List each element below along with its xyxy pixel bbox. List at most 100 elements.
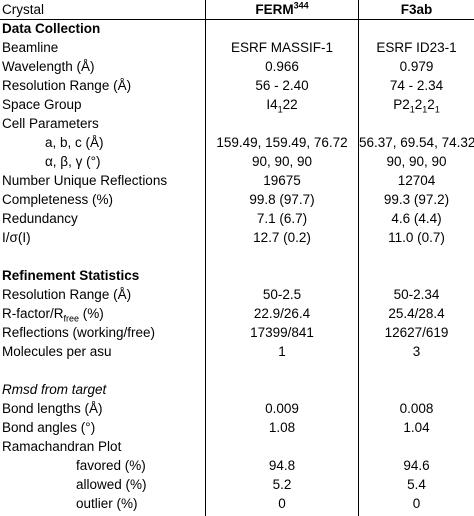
cell-text: 0 bbox=[278, 496, 286, 511]
column-divider bbox=[205, 0, 206, 516]
row-value: ESRF ID23-1 bbox=[359, 38, 474, 57]
cell-text: 159.49, 159.49, 76.72 bbox=[216, 135, 348, 150]
row-value: 17399/841 bbox=[206, 323, 358, 342]
cell-text: I4 bbox=[266, 97, 278, 112]
row-label: Bond angles (°) bbox=[2, 418, 202, 437]
table-row: Beamline ESRF MASSIF-1 ESRF ID23-1 bbox=[0, 38, 474, 57]
cell-text: outlier (%) bbox=[76, 496, 138, 511]
subscript: 1 bbox=[409, 104, 415, 115]
row-label: Rmsd from target bbox=[2, 380, 202, 399]
cell-text: 12.7 (0.2) bbox=[253, 230, 311, 245]
cell-text: ESRF MASSIF-1 bbox=[230, 40, 333, 55]
cell-text: 94.8 bbox=[268, 458, 296, 473]
cell-text: Crystal bbox=[2, 2, 45, 17]
row-value: 0.009 bbox=[206, 399, 358, 418]
row-label: Bond lengths (Å) bbox=[2, 399, 202, 418]
row-label: α, β, γ (°) bbox=[2, 152, 245, 171]
row-value: 99.3 (97.2) bbox=[359, 190, 474, 209]
row-value: P212121 bbox=[359, 95, 474, 114]
cell-text: 50-2.34 bbox=[393, 287, 440, 302]
column-divider bbox=[358, 0, 359, 516]
cell-text: 22 bbox=[282, 97, 298, 112]
cell-text: 22.9/26.4 bbox=[253, 306, 311, 321]
row-label: Reflections (working/free) bbox=[2, 323, 202, 342]
row-label: Number Unique Reflections bbox=[2, 171, 202, 190]
cell-text: ESRF ID23-1 bbox=[376, 40, 457, 55]
row-label: I/σ(I) bbox=[2, 228, 202, 247]
cell-text: Beamline bbox=[2, 40, 59, 55]
row-value: 22.9/26.4 bbox=[206, 304, 358, 323]
cell-text: FERM bbox=[255, 2, 294, 17]
subscript: 1 bbox=[434, 104, 440, 115]
cell-text: 11.0 (0.7) bbox=[388, 230, 445, 245]
cell-text: 5.2 bbox=[272, 477, 292, 492]
cell-text: 0.008 bbox=[399, 401, 434, 416]
cell-text: 3 bbox=[412, 344, 421, 359]
row-value: 25.4/28.4 bbox=[359, 304, 474, 323]
cell-text: Redundancy bbox=[2, 211, 78, 226]
cell-text: 2 bbox=[414, 97, 423, 112]
row-label: Space Group bbox=[2, 95, 202, 114]
table-row: Completeness (%) 99.8 (97.7) 99.3 (97.2) bbox=[0, 190, 474, 209]
cell-text: 94.6 bbox=[403, 458, 430, 473]
cell-text: 5.4 bbox=[407, 477, 426, 492]
cell-text: Cell Parameters bbox=[2, 116, 99, 131]
cell-text: 90, 90, 90 bbox=[251, 154, 313, 169]
cell-text: 0.009 bbox=[265, 401, 299, 416]
row-value: 0 bbox=[206, 494, 358, 513]
table-row: Molecules per asu 1 3 bbox=[0, 342, 474, 361]
row-value: 90, 90, 90 bbox=[206, 152, 358, 171]
table-row: I/σ(I) 12.7 (0.2) 11.0 (0.7) bbox=[0, 228, 474, 247]
table-row: Space Group I4 1 22 P212121 bbox=[0, 95, 474, 114]
cell-text: favored (%) bbox=[76, 458, 146, 473]
row-label: Resolution Range (Å) bbox=[2, 76, 202, 95]
row-label: Ramachandran Plot bbox=[2, 437, 202, 456]
header-cell: FERM344 bbox=[206, 0, 358, 19]
cell-text: Resolution Range (Å) bbox=[2, 78, 132, 93]
table-row: Refinement Statistics bbox=[0, 266, 474, 285]
row-value: 1.04 bbox=[359, 418, 474, 437]
row-label: Resolution Range (Å) bbox=[2, 285, 202, 304]
row-value: 19675 bbox=[206, 171, 358, 190]
row-value: 3 bbox=[359, 342, 474, 361]
cell-text: Rmsd from target bbox=[2, 382, 107, 397]
subscript: 1 bbox=[422, 104, 428, 115]
cell-text: F3ab bbox=[400, 2, 433, 17]
row-value: 94.6 bbox=[359, 456, 474, 475]
cell-text: 56.37, 69.54, 74.32 bbox=[359, 135, 474, 150]
cell-text: Bond angles (°) bbox=[2, 420, 96, 435]
row-value: 12704 bbox=[359, 171, 474, 190]
cell-text: 74 - 2.34 bbox=[389, 78, 444, 93]
cell-text: 1.08 bbox=[268, 420, 296, 435]
cell-text: 0.966 bbox=[265, 59, 299, 74]
table-row: favored (%) 94.8 94.6 bbox=[0, 456, 474, 475]
table-row: Bond lengths (Å) 0.009 0.008 bbox=[0, 399, 474, 418]
cell-text: Ramachandran Plot bbox=[2, 439, 122, 454]
row-label: Refinement Statistics bbox=[2, 266, 202, 285]
cell-text: Number Unique Reflections bbox=[2, 173, 168, 188]
header-cell: F3ab bbox=[359, 0, 474, 19]
header-rule bbox=[0, 19, 474, 20]
cell-text: I/σ(I) bbox=[2, 230, 31, 245]
row-label: Cell Parameters bbox=[2, 114, 202, 133]
row-label: Redundancy bbox=[2, 209, 202, 228]
row-value: 159.49, 159.49, 76.72 bbox=[206, 133, 358, 152]
cell-text: allowed (%) bbox=[76, 477, 147, 492]
row-value: 50-2.34 bbox=[359, 285, 474, 304]
table-row: allowed (%) 5.2 5.4 bbox=[0, 475, 474, 494]
row-label: Beamline bbox=[2, 38, 202, 57]
row-value: 12627/619 bbox=[359, 323, 474, 342]
row-value: 0 bbox=[359, 494, 474, 513]
table-row: α, β, γ (°) 90, 90, 90 90, 90, 90 bbox=[0, 152, 474, 171]
table-row: Data Collection bbox=[0, 19, 474, 38]
row-value: 0.008 bbox=[359, 399, 474, 418]
cell-text: P2 bbox=[393, 97, 410, 112]
table-row: Ramachandran Plot bbox=[0, 437, 474, 456]
cell-text: 56 - 2.40 bbox=[255, 78, 309, 93]
supscript: 344 bbox=[293, 0, 309, 11]
cell-text: a, b, c (Å) bbox=[45, 135, 104, 150]
row-value: 11.0 (0.7) bbox=[359, 228, 474, 247]
cell-text: (%) bbox=[79, 306, 104, 321]
row-value: 4.6 (4.4) bbox=[359, 209, 474, 228]
